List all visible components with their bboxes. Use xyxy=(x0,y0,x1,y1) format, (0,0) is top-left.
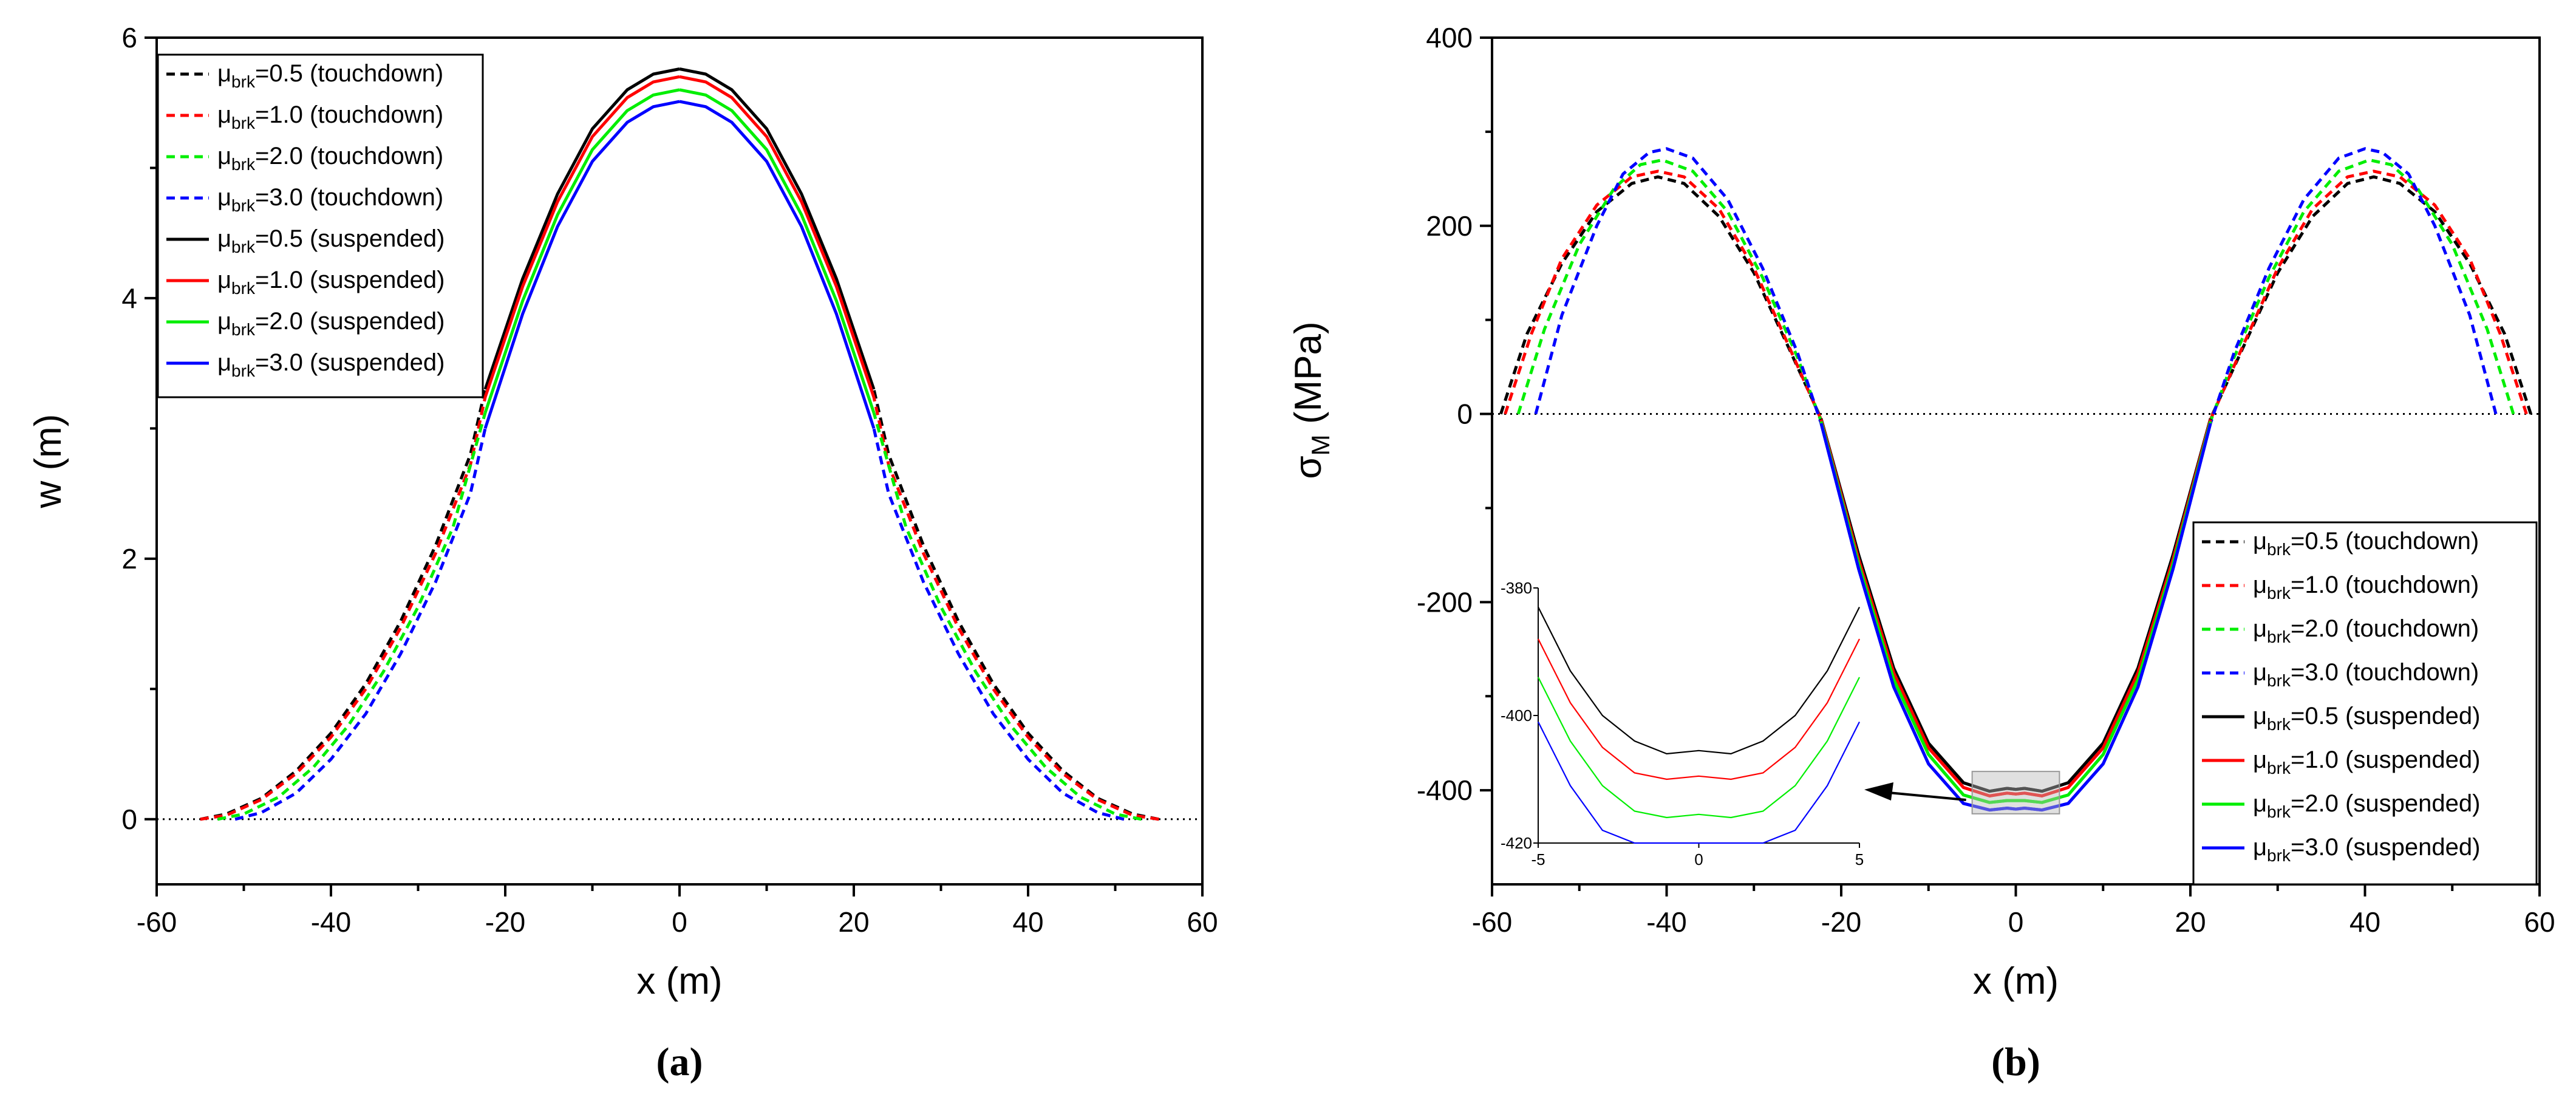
series-line-mirror-7 xyxy=(1819,423,2212,812)
series-line-mirror-4 xyxy=(1819,418,2212,793)
x-tick-label: -40 xyxy=(1646,906,1686,938)
inset-background xyxy=(1538,588,1859,843)
series-line-mirror-6 xyxy=(679,88,876,414)
series-line-mirror-2 xyxy=(2209,158,2515,422)
inset-series-line-1 xyxy=(1538,638,1860,780)
legend-label-0: μbrk=0.5 (touchdown) xyxy=(2253,528,2479,559)
legend-label-7: μbrk=3.0 (suspended) xyxy=(217,349,445,380)
zoom-arrow-head xyxy=(1864,782,1893,801)
series-line-mirror-1 xyxy=(872,397,1159,821)
series-line-3 xyxy=(234,428,487,821)
legend-label-7: μbrk=3.0 (suspended) xyxy=(2253,834,2480,865)
inset-x-tick-label: -5 xyxy=(1531,850,1545,869)
x-tick-label: -60 xyxy=(1472,906,1512,938)
series-line-mirror-1 xyxy=(2209,169,2528,420)
zoom-arrow-line xyxy=(1888,791,1966,801)
legend-label-5: μbrk=1.0 (suspended) xyxy=(2253,746,2480,777)
series-line-mirror-7 xyxy=(679,100,876,429)
legend-label-0: μbrk=0.5 (touchdown) xyxy=(217,60,443,91)
y-axis-label: σM (MPa) xyxy=(1287,321,1335,479)
x-axis-label: x (m) xyxy=(636,960,722,1002)
y-tick-label: 0 xyxy=(1457,398,1473,430)
series-line-5 xyxy=(483,75,680,398)
x-tick-label: 40 xyxy=(2349,906,2380,938)
y-tick-label: 2 xyxy=(121,543,137,575)
legend-label-4: μbrk=0.5 (suspended) xyxy=(217,225,445,256)
y-tick-label: 6 xyxy=(121,22,137,53)
inset-x-tick-label: 5 xyxy=(1855,850,1864,869)
inset-series-line-0 xyxy=(1538,607,1860,755)
series-line-mirror-5 xyxy=(1819,419,2212,797)
panel-a: -60 -40 -20 0 20 40 60 0 2 4 6 x (m) w (m) (a) μbrk=0.… xyxy=(27,22,1218,1084)
legend-label-5: μbrk=1.0 (suspended) xyxy=(217,267,445,298)
x-tick-label: 60 xyxy=(2524,906,2555,938)
legend-label-6: μbrk=2.0 (suspended) xyxy=(2253,790,2480,821)
legend-label-2: μbrk=2.0 (touchdown) xyxy=(217,143,443,174)
x-axis-label: x (m) xyxy=(1973,960,2059,1002)
series-line-mirror-0 xyxy=(872,389,1159,821)
series-line-0 xyxy=(1499,175,1823,420)
y-axis-label: w (m) xyxy=(27,414,69,509)
panel-caption: (b) xyxy=(1991,1040,2040,1084)
series-line-mirror-5 xyxy=(679,75,876,398)
inset-y-tick-label: -400 xyxy=(1501,706,1532,725)
legend-label-1: μbrk=1.0 (touchdown) xyxy=(217,101,443,132)
series-line-4 xyxy=(1819,418,2212,793)
x-tick-label: 0 xyxy=(672,906,687,938)
series-line-5 xyxy=(1819,419,2212,797)
y-tick-label: 400 xyxy=(1426,22,1473,53)
legend-label-2: μbrk=2.0 (touchdown) xyxy=(2253,615,2479,646)
legend-box xyxy=(157,53,484,398)
panel-caption: (a) xyxy=(656,1040,703,1084)
y-tick-label: 200 xyxy=(1426,210,1473,242)
x-tick-label: -20 xyxy=(485,906,525,938)
legend-label-4: μbrk=0.5 (suspended) xyxy=(2253,703,2480,734)
x-tick-label: 40 xyxy=(1012,906,1043,938)
series-line-6 xyxy=(1819,421,2212,804)
inset-x-tick-label: 0 xyxy=(1694,850,1703,869)
x-tick-label: -20 xyxy=(1821,906,1861,938)
series-line-mirror-2 xyxy=(872,412,1142,821)
x-tick-label: 0 xyxy=(2008,906,2024,938)
x-tick-label: 20 xyxy=(2175,906,2206,938)
legend-label-1: μbrk=1.0 (touchdown) xyxy=(2253,572,2479,603)
y-tick-label: 0 xyxy=(121,804,137,835)
series-line-2 xyxy=(1516,158,1823,422)
series-line-1 xyxy=(200,397,487,821)
series-line-0 xyxy=(200,389,487,821)
x-tick-label: 20 xyxy=(838,906,869,938)
series-line-1 xyxy=(1504,169,1823,420)
legend-label-3: μbrk=3.0 (touchdown) xyxy=(2253,659,2479,690)
series-line-4 xyxy=(483,67,680,390)
series-line-mirror-3 xyxy=(2209,147,2498,424)
legend-label-6: μbrk=2.0 (suspended) xyxy=(217,308,445,339)
series-line-2 xyxy=(217,412,487,821)
x-tick-label: 60 xyxy=(1187,906,1218,938)
series-line-6 xyxy=(483,88,680,414)
x-tick-label: -60 xyxy=(137,906,177,938)
y-tick-label: -200 xyxy=(1417,586,1473,618)
inset-series-line-3 xyxy=(1538,722,1860,844)
y-tick-label: 4 xyxy=(121,282,137,314)
legend-box xyxy=(2192,521,2538,886)
series-line-7 xyxy=(483,100,680,429)
series-line-7 xyxy=(1819,423,2212,812)
inset-y-tick-label: -420 xyxy=(1501,834,1532,852)
y-tick-label: -400 xyxy=(1417,774,1473,806)
series-line-3 xyxy=(1534,147,1823,424)
zoom-highlight-box xyxy=(1971,771,2060,814)
inset-y-tick-label: -380 xyxy=(1501,579,1532,597)
x-tick-label: -40 xyxy=(311,906,351,938)
series-line-mirror-0 xyxy=(2209,175,2532,420)
series-line-mirror-4 xyxy=(679,67,876,390)
series-line-mirror-6 xyxy=(1819,421,2212,804)
legend-label-3: μbrk=3.0 (touchdown) xyxy=(217,184,443,215)
series-line-mirror-3 xyxy=(872,428,1125,821)
inset-series-line-2 xyxy=(1538,677,1860,819)
